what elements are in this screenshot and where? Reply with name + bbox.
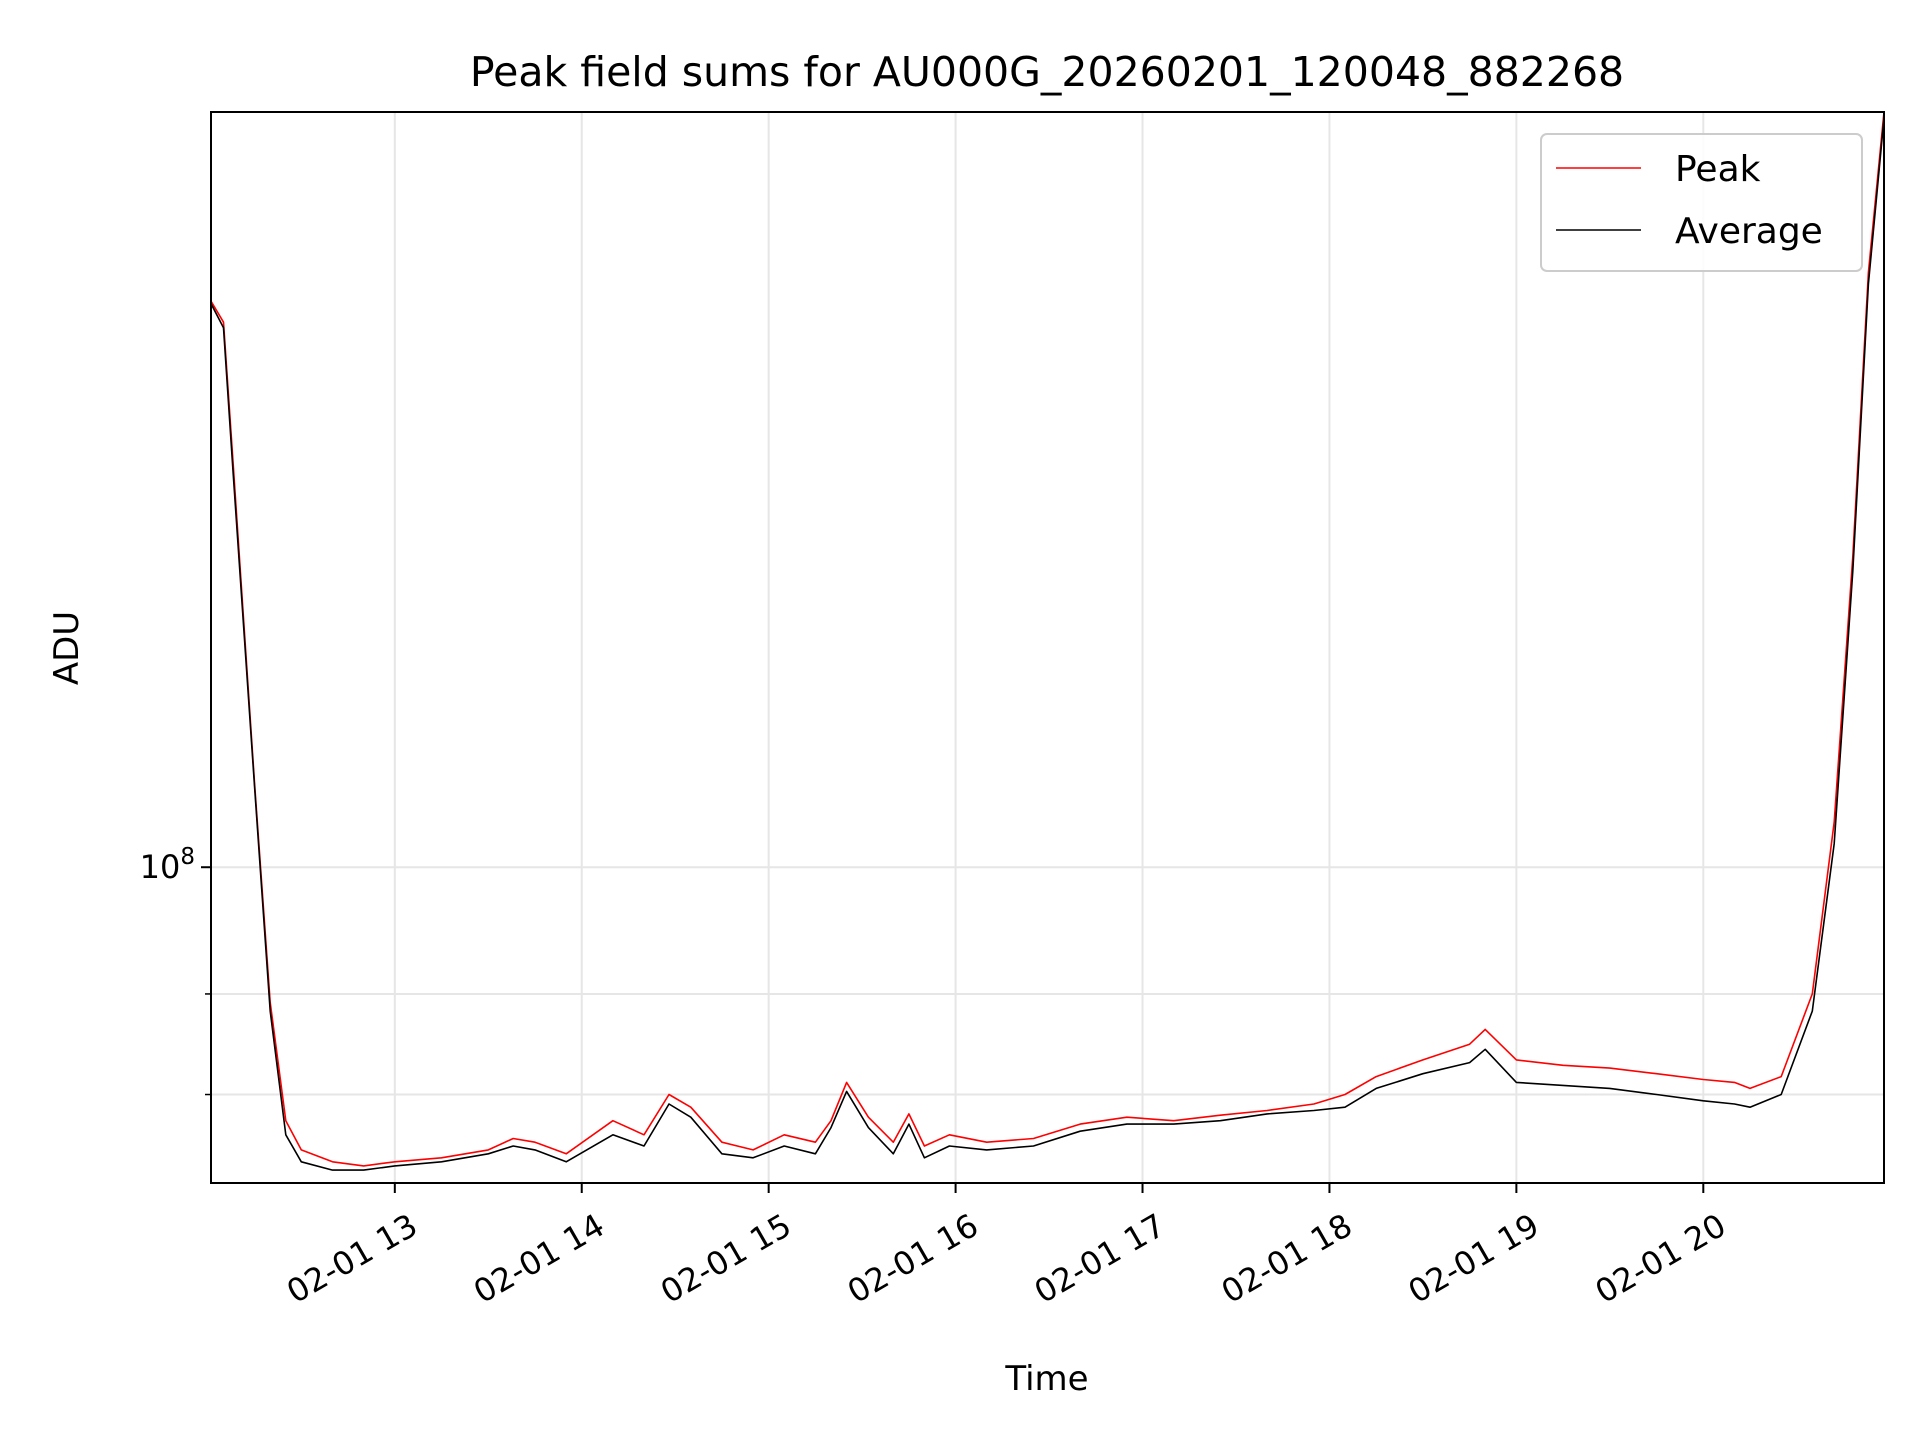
series-layer [210,111,1885,1171]
plot-frame [210,111,1885,1184]
chart-title: Peak field sums for AU000G_20260201_1200… [470,48,1624,96]
x-axis-label: Time [1004,1359,1088,1399]
series-line-peak [210,111,1885,1167]
grid [211,112,1884,1183]
legend: Peak Average [1540,133,1863,272]
y-tick-label: 108 [140,844,195,886]
legend-label-peak: Peak [1675,149,1761,190]
legend-label-average: Average [1675,211,1823,252]
y-axis-label: ADU [47,611,87,685]
series-line-average [210,117,1885,1171]
